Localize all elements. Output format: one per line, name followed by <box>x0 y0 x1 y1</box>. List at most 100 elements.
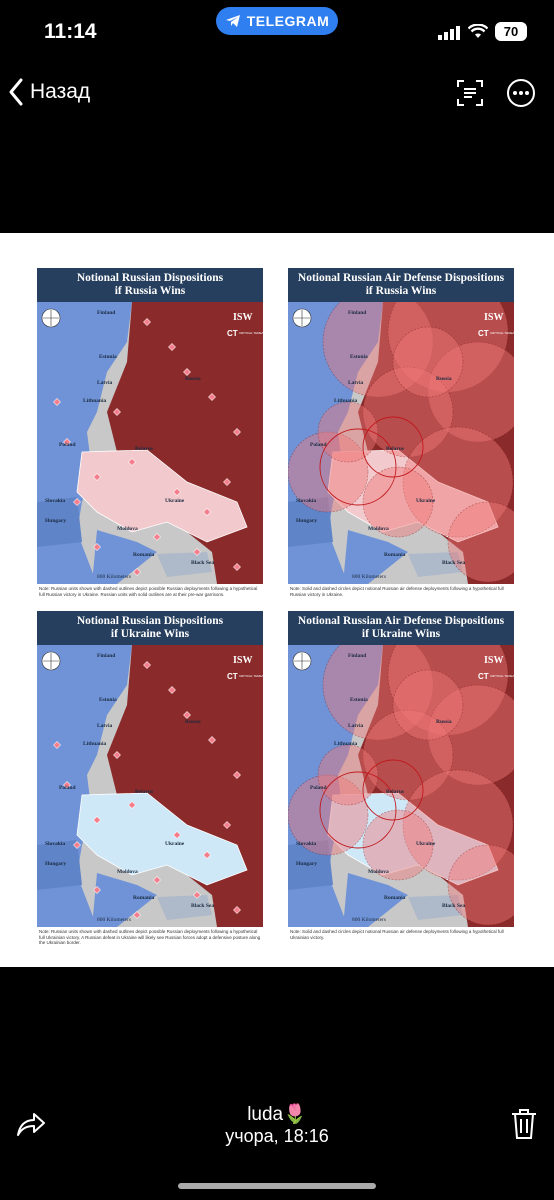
message-timestamp: учора, 18:16 <box>225 1126 329 1146</box>
map-region-label: Lithuania <box>83 741 106 747</box>
map-scale-label: 800 Kilometers <box>352 917 386 923</box>
map-region-label: Finland <box>348 310 366 316</box>
map-region-label: Romania <box>133 552 155 558</box>
map-region-label: Hungary <box>296 518 317 524</box>
more-options-icon[interactable] <box>506 78 536 108</box>
trash-icon[interactable] <box>510 1108 538 1140</box>
map-region-label: Romania <box>384 552 406 558</box>
map-scale-label: 800 Kilometers <box>97 574 131 580</box>
ct-logo-text: CRITICAL THREATS <box>239 674 263 678</box>
viewer-footer: luda🌷 учора, 18:16 <box>0 1090 554 1200</box>
map-region-label: Lithuania <box>334 398 357 404</box>
map-region-label: Belarus <box>386 789 404 795</box>
map-region-label: Latvia <box>348 380 364 386</box>
map-region-label: Black Sea <box>442 560 465 566</box>
map-region-label: Slovakia <box>296 841 316 847</box>
photo-image[interactable]: Notional Russian Dispositions if Russia W… <box>0 233 554 967</box>
map-region-label: Finland <box>97 310 115 316</box>
ct-logo: CT <box>478 672 489 681</box>
scan-text-icon[interactable] <box>455 78 485 108</box>
map-region-label: Romania <box>384 895 406 901</box>
map-region-label: Black Sea <box>191 560 214 566</box>
ct-logo-text: CRITICAL THREATS <box>490 674 514 678</box>
map-panel: Notional Russian Dispositions if Russia W… <box>37 268 263 598</box>
map-region-label: Latvia <box>97 723 113 729</box>
map-region-label: Estonia <box>99 354 117 360</box>
telegram-pill-label: TELEGRAM <box>246 13 330 29</box>
map-image: Finland Estonia Latvia Lithuania Poland Belar… <box>288 645 514 927</box>
map-region-label: Moldova <box>368 526 389 532</box>
map-region-label: Moldova <box>368 869 389 875</box>
isw-logo: ISW <box>484 312 503 323</box>
map-region-label: Ukraine <box>165 841 185 847</box>
map-scale-label: 800 Kilometers <box>97 917 131 923</box>
map-region-label: Romania <box>133 895 155 901</box>
isw-logo: ISW <box>484 655 503 666</box>
map-region-label: Latvia <box>97 380 113 386</box>
map-title: Notional Russian Air Defense Disposition… <box>288 611 514 645</box>
map-region-label: Poland <box>59 785 76 791</box>
map-region-label: Russia <box>185 376 201 382</box>
map-region-label: Hungary <box>45 861 66 867</box>
map-region-label: Ukraine <box>416 498 436 504</box>
map-panel: Notional Russian Air Defense Disposition… <box>288 611 514 941</box>
viewer-nav-bar: Назад <box>0 66 554 122</box>
battery-indicator: 70 <box>495 22 527 41</box>
map-title: Notional Russian Dispositions if Ukraine … <box>37 611 263 645</box>
ct-logo: CT <box>227 329 238 338</box>
map-region-label: Finland <box>348 653 366 659</box>
map-region-label: Lithuania <box>83 398 106 404</box>
map-region-label: Moldova <box>117 869 138 875</box>
map-region-label: Slovakia <box>296 498 316 504</box>
home-indicator <box>178 1183 376 1189</box>
map-note: Note: Russian units shown with dashed ou… <box>39 929 261 945</box>
map-region-label: Belarus <box>135 446 153 452</box>
signal-icon <box>438 26 460 40</box>
map-image: Finland Estonia Latvia Lithuania Poland Belar… <box>37 302 263 584</box>
map-region-label: Russia <box>436 719 452 725</box>
map-region-label: Lithuania <box>334 741 357 747</box>
isw-logo: ISW <box>233 312 252 323</box>
map-note: Note: Russian units shown with dashed ou… <box>39 586 258 597</box>
telegram-return-pill[interactable]: TELEGRAM <box>216 7 338 35</box>
map-title: Notional Russian Dispositions if Russia W… <box>37 268 263 302</box>
map-region-label: Ukraine <box>165 498 185 504</box>
map-region-label: Slovakia <box>45 841 65 847</box>
map-region-label: Poland <box>59 442 76 448</box>
map-region-label: Latvia <box>348 723 364 729</box>
map-region-label: Hungary <box>45 518 66 524</box>
ct-logo-text: CRITICAL THREATS <box>490 331 514 335</box>
map-region-label: Ukraine <box>416 841 436 847</box>
map-panel: Notional Russian Dispositions if Ukraine … <box>37 611 263 945</box>
back-button[interactable]: Назад <box>8 78 90 106</box>
map-region-label: Poland <box>310 785 327 791</box>
map-image: Finland Estonia Latvia Lithuania Poland Belar… <box>288 302 514 584</box>
map-region-label: Estonia <box>350 697 368 703</box>
ct-logo-text: CRITICAL THREATS <box>239 331 263 335</box>
share-icon[interactable] <box>16 1110 46 1138</box>
isw-logo: ISW <box>233 655 252 666</box>
telegram-icon <box>225 15 240 27</box>
map-title: Notional Russian Air Defense Disposition… <box>288 268 514 302</box>
map-region-label: Black Sea <box>442 903 465 909</box>
map-region-label: Slovakia <box>45 498 65 504</box>
ct-logo: CT <box>227 672 238 681</box>
map-note: Note: Solid and dashed circles depict no… <box>290 929 504 940</box>
map-note: Note: Solid and dashed circles depict no… <box>290 586 504 597</box>
map-region-label: Belarus <box>135 789 153 795</box>
map-region-label: Black Sea <box>191 903 214 909</box>
ct-logo: CT <box>478 329 489 338</box>
map-region-label: Moldova <box>117 526 138 532</box>
status-bar: 11:14 TELEGRAM 70 <box>0 0 554 62</box>
map-scale-label: 800 Kilometers <box>352 574 386 580</box>
map-region-label: Estonia <box>99 697 117 703</box>
chevron-left-icon <box>9 78 23 106</box>
map-region-label: Belarus <box>386 446 404 452</box>
map-region-label: Russia <box>185 719 201 725</box>
sender-name: luda🌷 <box>247 1104 307 1125</box>
wifi-icon <box>468 24 488 38</box>
map-region-label: Estonia <box>350 354 368 360</box>
map-region-label: Hungary <box>296 861 317 867</box>
map-region-label: Poland <box>310 442 327 448</box>
back-label: Назад <box>30 80 91 103</box>
